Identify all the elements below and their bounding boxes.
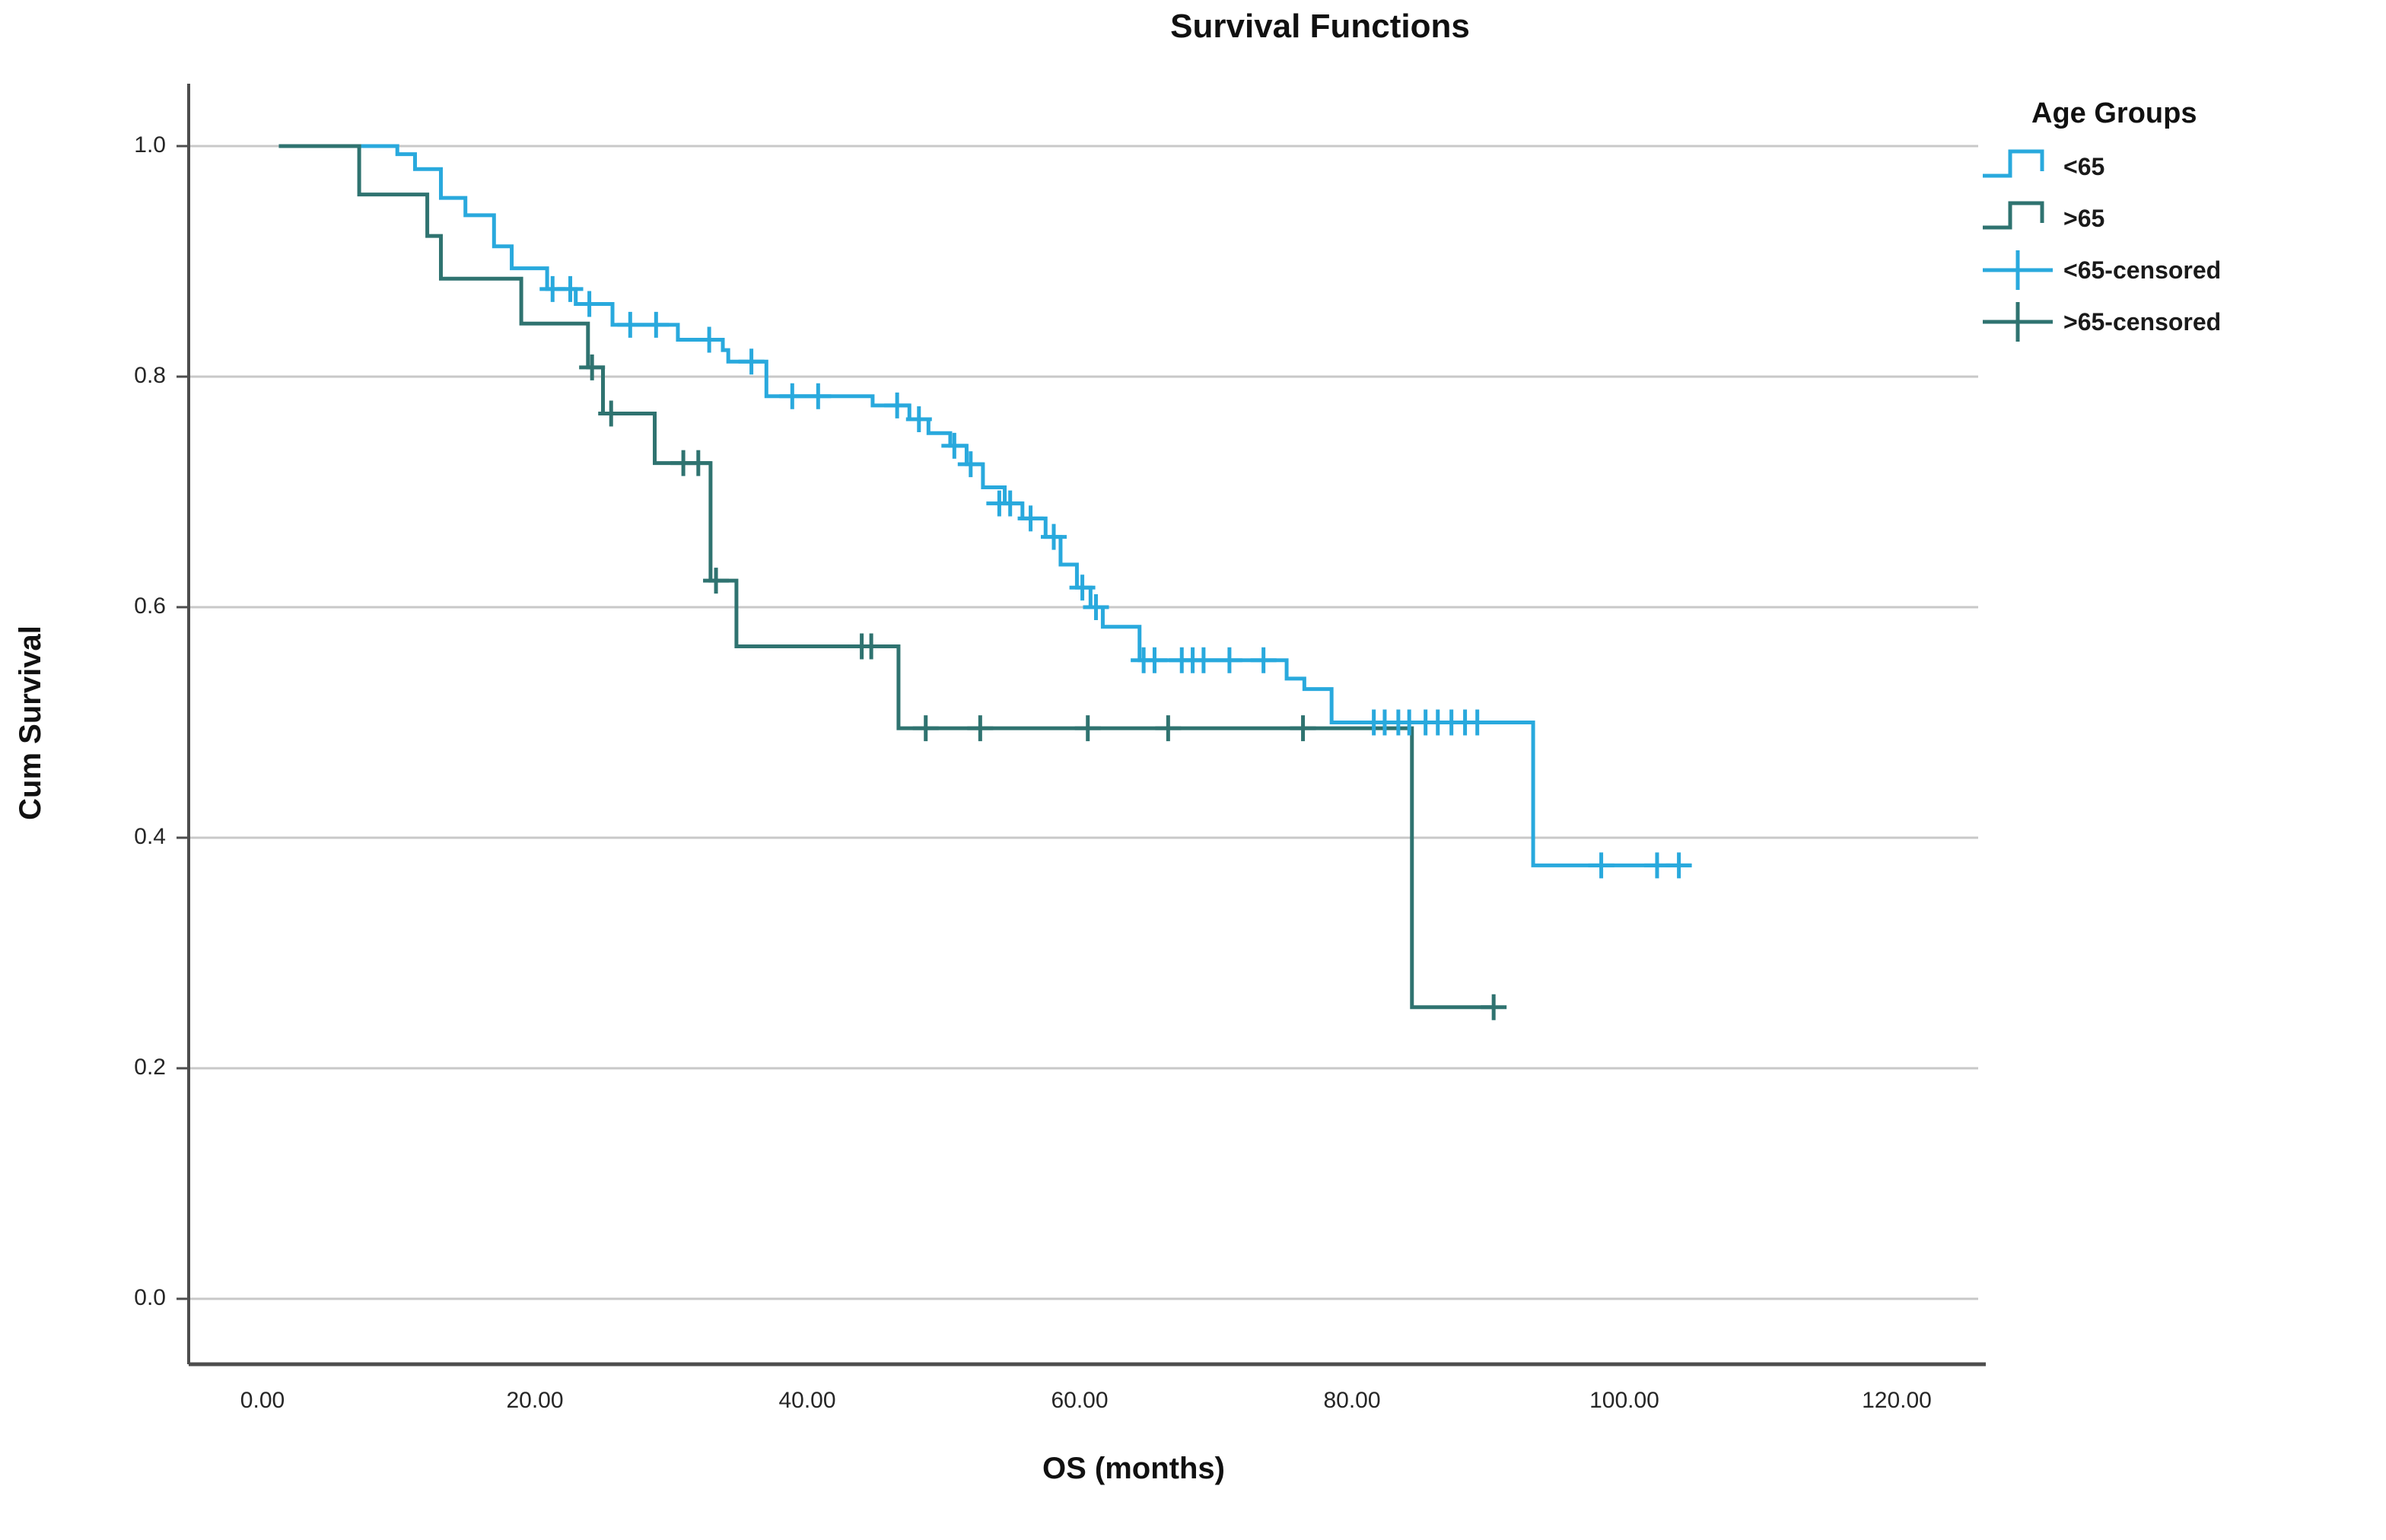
legend-label: <65-censored bbox=[2063, 256, 2222, 284]
censor-mark-under65 bbox=[1250, 647, 1277, 673]
step-line-icon bbox=[1983, 149, 2044, 178]
censor-mark-under65 bbox=[1141, 647, 1168, 673]
censor-mark-over65 bbox=[598, 400, 625, 427]
censor-mark-under65 bbox=[1083, 594, 1109, 620]
x-tick-20: 20.00 bbox=[506, 1388, 564, 1413]
censor-mark-over65 bbox=[579, 354, 606, 380]
legend-item-over65: >65 bbox=[1981, 192, 2384, 244]
censor-mark-over65 bbox=[858, 633, 885, 660]
y-tick-0.4: 0.4 bbox=[134, 824, 166, 849]
censor-mark-under65 bbox=[884, 392, 911, 418]
x-tick-60: 60.00 bbox=[1051, 1388, 1109, 1413]
censor-mark-under65 bbox=[576, 291, 603, 317]
censor-mark-under65 bbox=[1190, 647, 1217, 673]
y-tick-0.8: 0.8 bbox=[134, 363, 166, 388]
y-tick-0.2: 0.2 bbox=[134, 1055, 166, 1080]
legend-item-over65-censored: >65-censored bbox=[1981, 296, 2384, 348]
x-tick-100: 100.00 bbox=[1589, 1388, 1659, 1413]
censor-mark-under65 bbox=[617, 311, 644, 338]
x-tick-120: 120.00 bbox=[1862, 1388, 1932, 1413]
legend-title: Age Groups bbox=[2031, 97, 2197, 129]
y-tick-1.0: 1.0 bbox=[134, 132, 166, 158]
censor-mark-under65 bbox=[805, 383, 832, 409]
y-tick-0.6: 0.6 bbox=[134, 593, 166, 619]
censor-mark-under65 bbox=[738, 348, 765, 375]
censor-mark-under65 bbox=[557, 275, 584, 302]
censor-mark-under65 bbox=[905, 406, 932, 433]
censor-mark-under65 bbox=[779, 383, 806, 409]
chart-title: Survival Functions bbox=[1170, 8, 1470, 45]
censor-mark-over65 bbox=[1155, 715, 1182, 742]
censor-mark-under65 bbox=[941, 432, 968, 459]
censor-mark-under65 bbox=[1040, 523, 1067, 550]
legend-label: <65 bbox=[2063, 152, 2105, 180]
censor-mark-under65 bbox=[997, 490, 1023, 517]
y-tick-0.0: 0.0 bbox=[134, 1285, 166, 1310]
censor-mark-under65 bbox=[643, 311, 670, 338]
legend-item-under65: <65 bbox=[1981, 141, 2384, 192]
x-tick-80: 80.00 bbox=[1323, 1388, 1381, 1413]
censor-mark-under65 bbox=[1643, 852, 1670, 879]
y-axis-label: Cum Survival bbox=[14, 625, 47, 820]
censor-mark-over65 bbox=[1290, 715, 1316, 742]
censor-mark-over65 bbox=[967, 715, 994, 742]
censor-mark-under65 bbox=[696, 326, 723, 353]
legend-label: >65 bbox=[2063, 204, 2105, 232]
censor-mark-under65 bbox=[1017, 505, 1044, 532]
censor-mark-under65 bbox=[1069, 574, 1096, 601]
censor-mark-over65 bbox=[703, 568, 730, 594]
censor-mark-under65 bbox=[1216, 647, 1242, 673]
censor-mark-over65 bbox=[912, 715, 939, 742]
censor-mark-under65 bbox=[957, 451, 984, 478]
legend-label: >65-censored bbox=[2063, 307, 2222, 336]
censor-mark-under65 bbox=[1464, 709, 1490, 736]
x-tick-0: 0.00 bbox=[240, 1388, 285, 1413]
censor-mark-over65 bbox=[685, 450, 711, 476]
step-line-icon bbox=[1983, 201, 2044, 230]
km-curve-under65 bbox=[278, 144, 1691, 867]
censor-mark-under65 bbox=[1665, 852, 1692, 879]
x-axis-label: OS (months) bbox=[1042, 1452, 1225, 1485]
censor-plus-icon bbox=[1983, 250, 2053, 290]
km-curve-over65 bbox=[278, 144, 1494, 1010]
x-tick-40: 40.00 bbox=[778, 1388, 836, 1413]
censor-mark-under65 bbox=[1588, 852, 1615, 879]
legend: Age Groups <65 >65 <65-censored >65-cens… bbox=[1981, 97, 2384, 348]
censor-mark-over65 bbox=[1481, 994, 1507, 1020]
legend-item-under65-censored: <65-censored bbox=[1981, 244, 2384, 296]
censor-plus-icon bbox=[1983, 302, 2053, 342]
censor-mark-over65 bbox=[1074, 715, 1101, 742]
